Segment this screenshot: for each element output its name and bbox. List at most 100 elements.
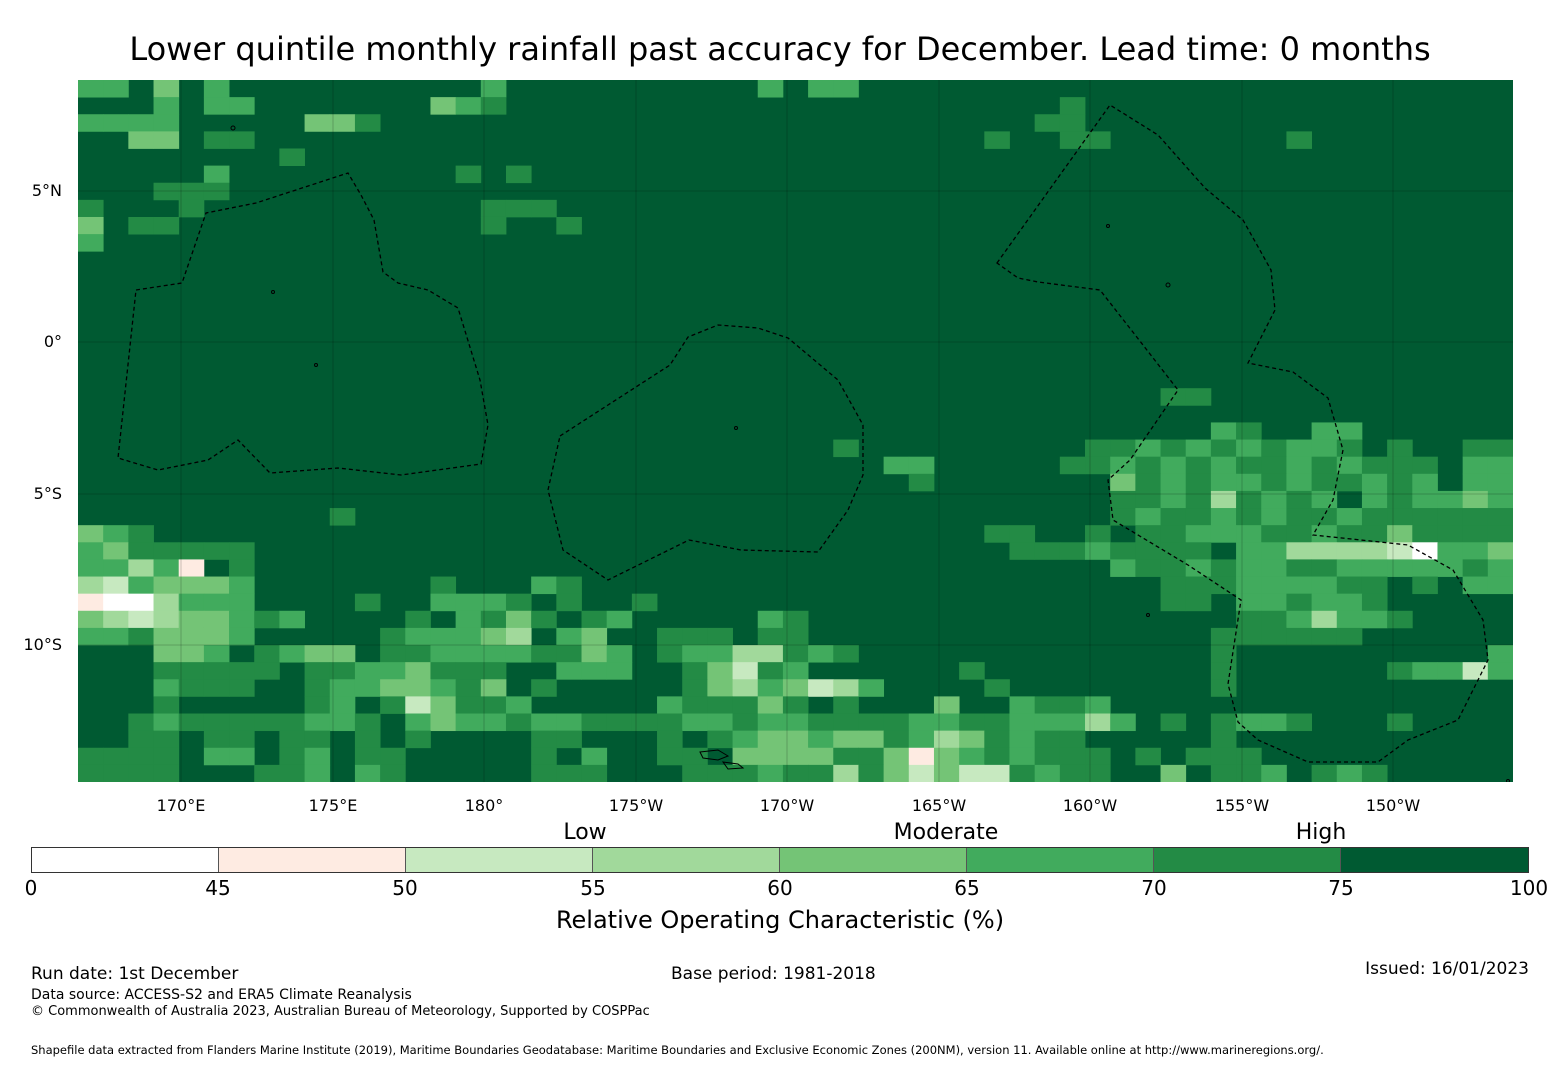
grid-cell (1311, 764, 1338, 782)
run-date: Run date: 1st December (31, 964, 239, 984)
grid-cell (505, 610, 532, 629)
grid-cell (1311, 508, 1338, 526)
grid-cell (883, 456, 910, 475)
grid-cell (1286, 542, 1312, 560)
grid-cell (556, 645, 582, 663)
grid-cell (178, 542, 205, 560)
island-dot (734, 426, 738, 430)
grid-cell (1085, 542, 1111, 560)
grid-cell (1286, 525, 1312, 543)
grid-cell (128, 542, 154, 560)
grid-cell (858, 730, 885, 749)
grid-cells (78, 80, 1513, 782)
chart-title: Lower quintile monthly rainfall past acc… (129, 30, 1431, 68)
grid-cell (78, 542, 104, 560)
grid-cell (354, 593, 381, 612)
grid-cell (1336, 627, 1363, 646)
grid-cell (1236, 473, 1262, 492)
grid-cell (984, 525, 1010, 543)
grid-cell (1387, 542, 1413, 560)
grid-cell (178, 679, 205, 697)
grid-cell (1185, 439, 1212, 458)
grid-cell (1412, 525, 1438, 543)
grid-cell (833, 730, 859, 749)
grid-cell (128, 627, 154, 646)
grid-cell (581, 610, 608, 629)
eez-kiribati-gilberts (117, 172, 489, 476)
grid-cell (1361, 593, 1388, 612)
grid-cell (732, 679, 759, 697)
grid-cell (128, 576, 154, 595)
grid-cell (1487, 473, 1513, 492)
colorbar-tick: 50 (392, 876, 418, 900)
grid-cell (103, 559, 129, 577)
grid-cell (606, 713, 633, 732)
grid-cell (707, 713, 733, 732)
grid-cell (531, 747, 557, 766)
grid-cell (1185, 593, 1212, 612)
grid-cell (1462, 576, 1489, 595)
grid-cell (1135, 542, 1161, 560)
grid-cell (203, 610, 230, 629)
grid-cell (1210, 747, 1237, 766)
grid-cell (178, 662, 205, 680)
grid-cell (153, 627, 180, 646)
grid-cell (1236, 559, 1262, 577)
grid-cell (329, 696, 356, 714)
grid-cell (279, 148, 305, 167)
grid-cell (229, 542, 255, 560)
grid-cell (329, 662, 356, 680)
grid-cell (657, 645, 683, 663)
grid-cell (455, 696, 482, 714)
grid-cell (505, 593, 532, 612)
colorbar-tick: 45 (205, 876, 231, 900)
grid-cell (1387, 525, 1413, 543)
grid-cell (1286, 131, 1312, 149)
colorbar-tick: 100 (1509, 876, 1549, 900)
grid-cell (1059, 97, 1086, 115)
grid-cell (1085, 764, 1111, 782)
lon-label-150w: 150°W (1365, 796, 1421, 815)
grid-cell (405, 627, 431, 646)
grid-cell (556, 730, 582, 749)
grid-cell (1437, 508, 1464, 526)
grid-cell (153, 80, 180, 98)
grid-cell (480, 97, 507, 115)
grid-cell (1059, 713, 1086, 732)
grid-cell (682, 764, 708, 782)
grid-cell (229, 593, 255, 612)
grid-cell (1210, 713, 1237, 732)
island-samoa-upolu (699, 749, 730, 761)
grid-cell (1210, 456, 1237, 475)
grid-cell (128, 764, 154, 782)
grid-cell (229, 610, 255, 629)
lat-label-5n: 5°N (31, 181, 62, 200)
grid-cell (883, 747, 910, 766)
island-dot (271, 290, 275, 294)
grid-cell (1210, 422, 1237, 440)
grid-cell (707, 662, 733, 680)
grid-cell (480, 627, 507, 646)
grid-cell (153, 679, 180, 697)
grid-cell (103, 747, 129, 766)
grid-cell (128, 559, 154, 577)
grid-cell (984, 131, 1010, 149)
grid-cell (1487, 456, 1513, 475)
grid-cell (1336, 542, 1363, 560)
grid-cell (229, 713, 255, 732)
grid-cell (279, 747, 305, 766)
lon-label-165w: 165°W (911, 796, 967, 815)
grid-cell (1361, 490, 1388, 509)
grid-cell (1311, 542, 1338, 560)
grid-cell (1412, 559, 1438, 577)
grid-cell (103, 764, 129, 782)
grid-cell (606, 610, 633, 629)
grid-cell (1261, 439, 1287, 458)
grid-cell (203, 747, 230, 766)
grid-cell (78, 216, 104, 235)
grid-cell (480, 610, 507, 629)
grid-cell (959, 764, 985, 782)
grid-cell (959, 730, 985, 749)
grid-cell (153, 747, 180, 766)
grid-cell (1160, 559, 1187, 577)
